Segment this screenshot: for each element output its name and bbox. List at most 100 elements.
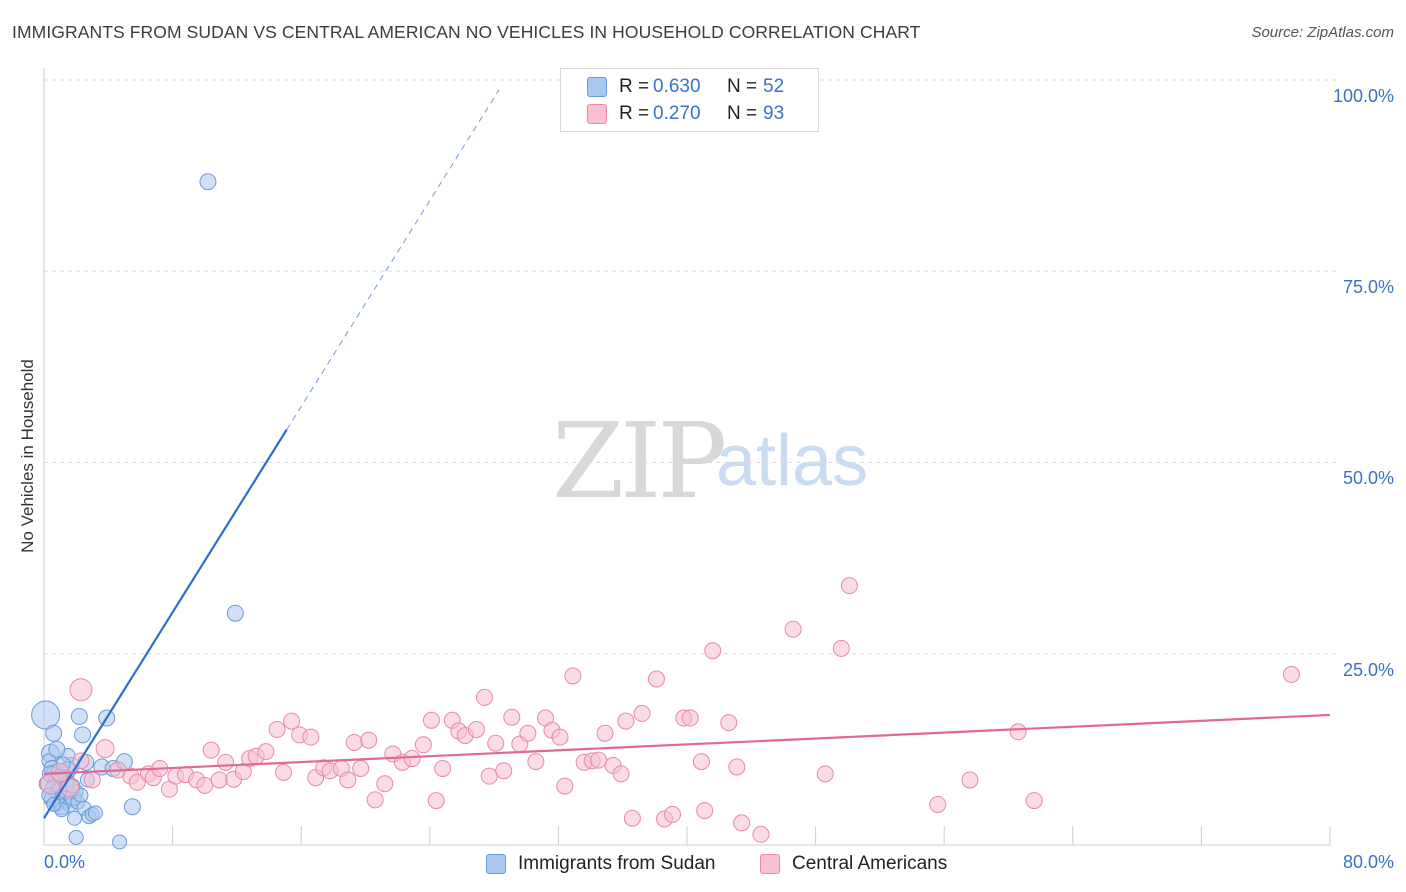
data-points <box>31 173 1300 850</box>
point-central-americans <box>519 724 537 742</box>
point-central-americans <box>728 758 746 776</box>
point-central-americans <box>612 765 630 783</box>
point-central-americans <box>551 728 569 746</box>
point-central-americans <box>527 753 545 771</box>
swatch-sudan <box>486 854 506 874</box>
point-central-americans <box>1025 792 1043 810</box>
n-value: 52 <box>763 76 785 97</box>
trend-lines <box>43 89 1331 819</box>
swatch-central-americans <box>760 854 780 874</box>
legend-label-central-americans: Central Americans <box>792 853 948 874</box>
point-central-americans <box>95 739 115 759</box>
point-sudan <box>87 805 103 821</box>
axes <box>43 68 1331 846</box>
point-central-americans <box>704 642 722 660</box>
point-central-americans <box>210 771 228 789</box>
legend-label-sudan: Immigrants from Sudan <box>518 853 716 874</box>
point-central-americans <box>832 639 850 657</box>
point-central-americans <box>403 750 421 768</box>
y-tick-25: 25.0% <box>1342 660 1394 680</box>
legend-item-central-americans[interactable]: Central Americans <box>760 852 947 876</box>
point-central-americans <box>480 767 498 785</box>
point-central-americans <box>414 736 432 754</box>
point-sudan <box>70 707 88 725</box>
point-central-americans <box>596 724 614 742</box>
stats-legend: R = 0.630 N = 52 R = 0.270 N = 93 <box>560 68 819 132</box>
point-sudan <box>123 798 141 816</box>
point-central-americans <box>816 765 834 783</box>
n-label: N = <box>727 103 758 124</box>
point-central-americans <box>283 712 301 730</box>
point-central-americans <box>929 795 947 813</box>
watermark-zip: ZIP <box>552 400 727 522</box>
trend-line-sudan <box>43 429 288 819</box>
y-tick-50: 50.0% <box>1342 468 1394 488</box>
point-central-americans <box>434 760 452 777</box>
grid-lines <box>44 79 1336 655</box>
point-sudan <box>48 740 66 758</box>
point-central-americans <box>556 777 574 795</box>
point-central-americans <box>352 760 370 777</box>
point-central-americans <box>1009 723 1027 741</box>
point-central-americans <box>784 620 802 638</box>
point-central-americans <box>840 577 858 595</box>
stats-row-central-americans: R = 0.270 N = 93 <box>587 102 784 126</box>
y-tick-75: 75.0% <box>1342 277 1394 297</box>
swatch-sudan <box>587 77 607 97</box>
point-central-americans <box>422 711 440 729</box>
point-sudan <box>226 604 244 622</box>
point-central-americans <box>376 775 394 793</box>
point-central-americans <box>275 763 293 781</box>
point-central-americans <box>467 720 485 738</box>
trend-line-sudan-extrapolated <box>286 89 500 430</box>
point-central-americans <box>366 791 384 809</box>
point-central-americans <box>302 728 320 746</box>
r-label: R = <box>619 76 650 97</box>
source-credit: Source: ZipAtlas.com <box>1251 24 1394 41</box>
point-central-americans <box>475 688 493 706</box>
point-central-americans <box>733 814 751 832</box>
n-value: 93 <box>763 103 785 124</box>
point-sudan <box>112 834 128 850</box>
point-central-americans <box>633 704 651 722</box>
point-central-americans <box>590 751 608 769</box>
point-sudan <box>74 726 92 744</box>
point-central-americans <box>360 731 378 749</box>
r-value: 0.630 <box>653 76 701 97</box>
point-central-americans <box>752 825 770 843</box>
r-label: R = <box>619 103 650 124</box>
y-tick-100: 100.0% <box>1332 86 1394 106</box>
series-legend: Immigrants from Sudan Central Americans <box>0 852 1406 876</box>
point-sudan <box>45 724 63 742</box>
point-central-americans <box>564 667 582 685</box>
point-central-americans <box>617 712 635 730</box>
point-central-americans <box>623 809 641 827</box>
r-value: 0.270 <box>653 103 701 124</box>
point-central-americans <box>487 734 505 752</box>
x-tick-max: 80.0% <box>1342 852 1394 872</box>
point-central-americans <box>257 743 275 761</box>
point-central-americans <box>647 670 665 688</box>
point-central-americans <box>69 678 93 702</box>
point-central-americans <box>268 720 286 738</box>
stats-row-sudan: R = 0.630 N = 52 <box>587 75 784 99</box>
n-label: N = <box>727 76 758 97</box>
point-central-americans <box>692 753 710 771</box>
point-sudan <box>68 829 84 845</box>
point-sudan <box>199 173 217 191</box>
legend-item-sudan[interactable]: Immigrants from Sudan <box>486 852 715 876</box>
point-central-americans <box>681 709 699 727</box>
point-sudan <box>31 700 61 730</box>
point-central-americans <box>217 753 235 771</box>
trend-line-central-americans <box>43 713 1331 775</box>
watermark-atlas: atlas <box>716 421 869 501</box>
swatch-central-americans <box>587 104 607 124</box>
point-central-americans <box>345 733 363 751</box>
point-central-americans <box>339 771 357 789</box>
point-sudan <box>67 810 83 826</box>
x-tick-min: 0.0% <box>44 852 86 872</box>
point-central-americans <box>495 762 513 780</box>
point-central-americans <box>696 802 714 820</box>
point-central-americans <box>503 708 521 726</box>
